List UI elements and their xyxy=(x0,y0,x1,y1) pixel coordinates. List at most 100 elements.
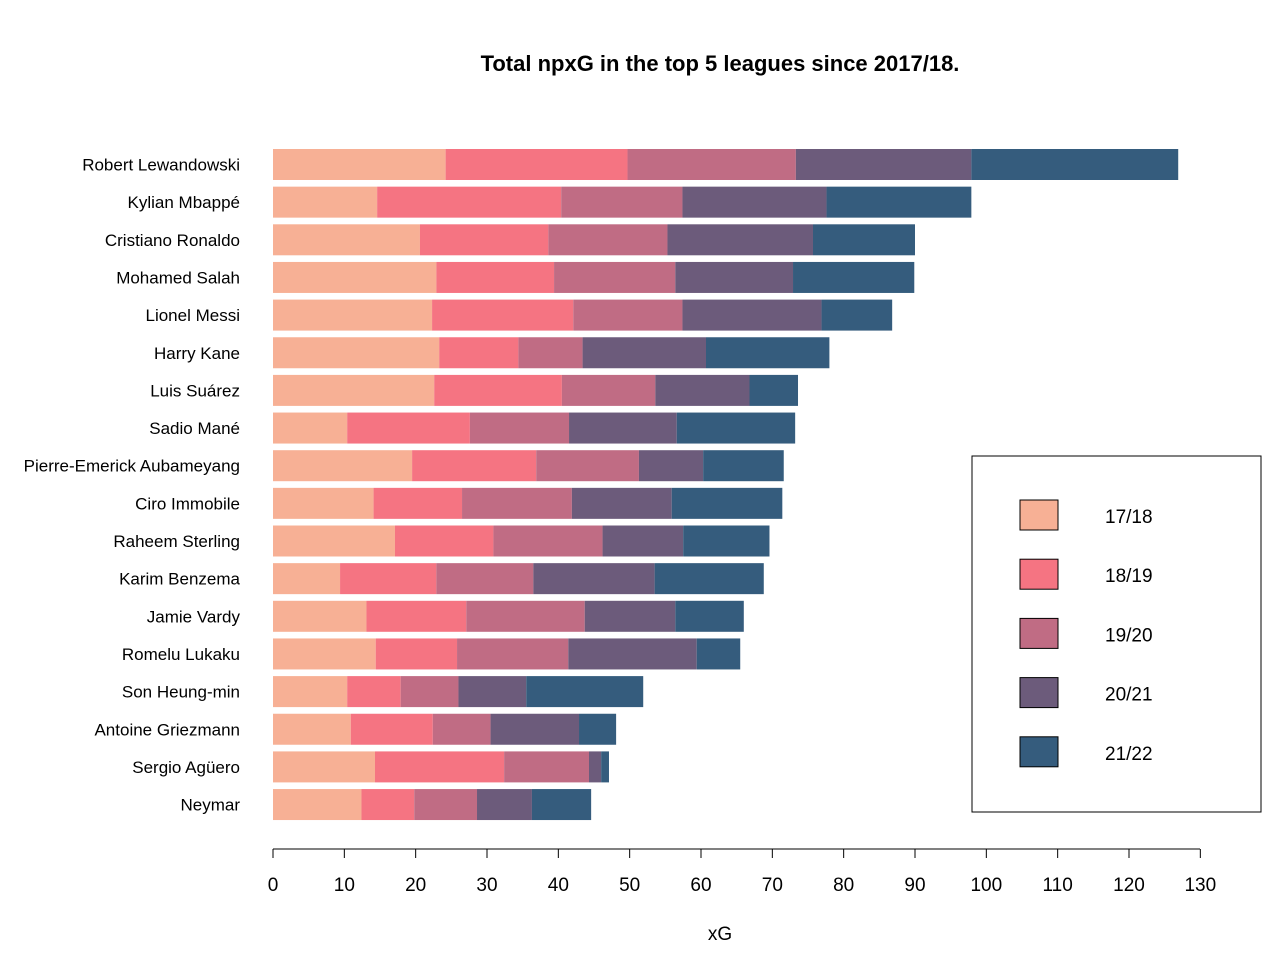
x-tick-label: 130 xyxy=(1184,875,1216,896)
bar-segment xyxy=(655,374,750,406)
bar-segment xyxy=(671,487,783,519)
y-tick-label: Neymar xyxy=(180,796,240,815)
y-tick-label: Lionel Messi xyxy=(146,306,241,325)
bar-segment xyxy=(561,374,656,406)
bar-segment xyxy=(436,563,534,595)
bar-segment xyxy=(571,487,672,519)
bar-segment xyxy=(554,261,676,293)
legend-swatch xyxy=(1019,558,1059,590)
legend-swatch xyxy=(1019,677,1059,709)
bar-segment xyxy=(579,713,617,745)
y-tick-label: Antoine Griezmann xyxy=(94,720,240,739)
bar-segment xyxy=(400,676,459,708)
bar-segment xyxy=(273,676,348,708)
bar-segment xyxy=(457,638,569,670)
bar-segment xyxy=(705,337,830,369)
bar-segment xyxy=(493,525,603,557)
y-tick-label: Kylian Mbappé xyxy=(128,193,240,212)
bar-segment xyxy=(273,186,378,218)
bar-segment xyxy=(273,487,374,519)
bar-segment xyxy=(273,525,395,557)
bar-segment xyxy=(273,149,446,180)
bar-segment xyxy=(696,638,741,670)
y-tick-label: Raheem Sterling xyxy=(113,532,240,551)
legend-swatch xyxy=(1019,499,1059,531)
legend-swatch xyxy=(1019,617,1059,649)
y-axis-labels: Robert Lewandowski Kylian Mbappé Cristiano… xyxy=(24,156,241,815)
x-tick-label: 20 xyxy=(405,875,426,896)
bar-segment xyxy=(675,600,744,632)
bar-segment xyxy=(682,299,822,331)
bar-segment xyxy=(462,487,572,519)
legend: 17/18 18/19 19/20 20/21 21/22 xyxy=(971,455,1262,813)
bar-segment xyxy=(477,789,532,821)
bar-segment xyxy=(536,450,639,482)
bar-segment xyxy=(793,261,915,293)
bar-segment xyxy=(826,186,972,218)
bar-segment xyxy=(273,600,367,632)
bar-segment xyxy=(273,638,376,670)
bar-segment xyxy=(412,450,537,482)
y-tick-label: Sergio Agüero xyxy=(132,758,240,777)
x-tick-label: 40 xyxy=(548,875,569,896)
bar-segment xyxy=(504,751,590,783)
x-tick-label: 90 xyxy=(904,875,925,896)
bar-segment xyxy=(548,224,668,256)
x-tick-label: 120 xyxy=(1113,875,1145,896)
bar-segment xyxy=(533,563,655,595)
bar-segment xyxy=(414,789,478,821)
x-axis: 0 10 20 30 40 50 60 70 80 90 100 110 120 130 xyxy=(268,848,1216,896)
bars xyxy=(273,149,1179,821)
bar-segment xyxy=(589,751,602,783)
bar-segment xyxy=(436,261,555,293)
y-tick-label: Mohamed Salah xyxy=(116,268,240,287)
x-tick-label: 80 xyxy=(833,875,854,896)
bar-segment xyxy=(432,299,574,331)
bar-segment xyxy=(419,224,549,256)
bar-segment xyxy=(273,261,437,293)
bar-segment xyxy=(638,450,704,482)
bar-segment xyxy=(582,337,706,369)
x-tick-label: 110 xyxy=(1043,875,1073,896)
bar-segment xyxy=(366,600,467,632)
bar-segment xyxy=(273,374,435,406)
y-tick-label: Harry Kane xyxy=(154,344,240,363)
y-tick-label: Sadio Mané xyxy=(149,419,240,438)
bar-segment xyxy=(749,374,799,406)
bar-segment xyxy=(361,789,415,821)
bar-segment xyxy=(434,374,562,406)
bar-segment xyxy=(490,713,580,745)
bar-segment xyxy=(568,638,697,670)
y-tick-label: Pierre-Emerick Aubameyang xyxy=(24,457,240,476)
y-tick-label: Robert Lewandowski xyxy=(82,156,240,175)
bar-segment xyxy=(273,450,413,482)
legend-label: 18/19 xyxy=(1105,566,1153,587)
bar-segment xyxy=(340,563,437,595)
bar-segment xyxy=(569,412,677,444)
y-tick-label: Cristiano Ronaldo xyxy=(105,231,240,250)
legend-label: 20/21 xyxy=(1105,685,1153,706)
bar-segment xyxy=(526,676,644,708)
bar-segment xyxy=(667,224,813,256)
bar-segment xyxy=(273,563,341,595)
bar-segment xyxy=(347,676,401,708)
bar-segment xyxy=(703,450,784,482)
bar-segment xyxy=(654,563,764,595)
bar-segment xyxy=(683,525,770,557)
y-tick-label: Romelu Lukaku xyxy=(122,645,240,664)
bar-segment xyxy=(273,299,433,331)
y-tick-label: Luis Suárez xyxy=(150,381,240,400)
x-tick-label: 70 xyxy=(762,875,783,896)
bar-segment xyxy=(812,224,915,256)
bar-segment xyxy=(821,299,893,331)
y-tick-label: Son Heung-min xyxy=(122,683,240,702)
bar-segment xyxy=(561,186,683,218)
bar-segment xyxy=(375,638,458,670)
x-axis-label: xG xyxy=(708,924,732,945)
bar-segment xyxy=(971,149,1179,180)
bar-segment xyxy=(273,789,362,821)
chart-title: Total npxG in the top 5 leagues since 20… xyxy=(481,51,960,76)
bar-segment xyxy=(377,186,562,218)
y-tick-label: Ciro Immobile xyxy=(135,494,240,513)
